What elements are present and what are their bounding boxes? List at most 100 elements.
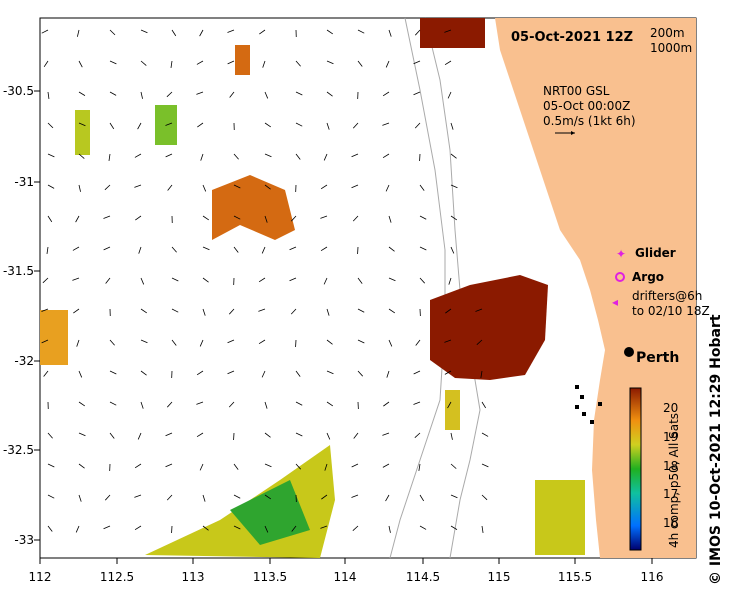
current-vector [200, 153, 204, 161]
current-vector [229, 91, 235, 98]
x-tick: 114.5 [405, 570, 441, 584]
current-vector [78, 184, 81, 192]
city-label: Perth [636, 350, 680, 366]
current-vector [290, 308, 297, 315]
current-vector [165, 153, 173, 158]
current-vector [382, 432, 390, 436]
current-vector [196, 370, 204, 376]
current-vector [414, 29, 421, 36]
x-tick: 112 [28, 570, 52, 584]
current-vector [41, 308, 49, 312]
current-vector [450, 525, 458, 530]
current-vector [47, 184, 55, 189]
current-vector [481, 401, 487, 409]
current-vector [258, 308, 266, 312]
current-vector [388, 215, 392, 223]
current-vector [385, 184, 390, 192]
current-vector [72, 277, 80, 281]
colorbar-tick: 16 [663, 516, 679, 530]
current-vector [134, 525, 142, 531]
current-vector [413, 370, 421, 375]
current-vector [258, 277, 266, 283]
current-vector [47, 91, 50, 99]
current-vector [264, 91, 269, 99]
legend-argo: Argo [632, 270, 665, 284]
current-vector [42, 277, 49, 284]
current-vector [295, 370, 301, 377]
x-tick: 115.5 [557, 570, 593, 584]
current-vector [43, 60, 49, 68]
current-vector [326, 339, 333, 345]
current-vector [108, 153, 111, 161]
current-vector [444, 29, 452, 33]
current-vector [264, 122, 272, 128]
current-vector [47, 432, 53, 439]
current-vector [47, 494, 55, 499]
current-vector [326, 29, 334, 35]
current-vector [351, 184, 359, 189]
current-vector [78, 370, 83, 378]
current-vector [166, 494, 173, 501]
current-vector [320, 215, 328, 219]
current-vector [326, 401, 334, 407]
current-vector [264, 215, 268, 223]
current-vector [475, 308, 483, 312]
current-vector [199, 463, 204, 471]
current-vector [385, 60, 390, 68]
current-vector [202, 215, 210, 221]
current-vector [43, 370, 49, 377]
current-vector [202, 308, 206, 316]
current-vector [166, 91, 173, 98]
current-vector [202, 277, 209, 283]
current-vector [171, 339, 177, 346]
current-vector [202, 246, 210, 251]
current-vector [227, 29, 235, 33]
contour-label-200m: 200m [650, 26, 685, 40]
current-vector [47, 525, 53, 532]
current-vector [167, 184, 173, 191]
current-vector [382, 122, 390, 126]
current-vector [171, 29, 177, 37]
legend-drifters-2: to 02/10 18Z [632, 304, 710, 318]
sst-patch [212, 175, 295, 240]
current-vector [295, 401, 303, 406]
current-vector [357, 370, 363, 377]
sst-patch [430, 275, 548, 380]
sst-patch [420, 18, 485, 48]
current-vector [78, 91, 86, 96]
current-vector [351, 153, 359, 158]
current-vector [166, 401, 173, 408]
current-vector [109, 432, 115, 439]
current-vector [320, 246, 328, 252]
current-vector [352, 215, 359, 222]
current-vector [419, 494, 425, 502]
current-vector [140, 91, 143, 99]
current-vector [418, 463, 421, 471]
current-vector [41, 29, 49, 34]
current-vector [109, 60, 117, 65]
current-vector [46, 246, 49, 254]
current-vector [170, 60, 173, 68]
current-vector [264, 184, 271, 190]
current-vector [227, 370, 235, 375]
current-vector [481, 432, 489, 437]
current-vector [419, 184, 425, 191]
current-vector [47, 215, 53, 223]
current-vector [104, 184, 111, 191]
current-vector [196, 432, 204, 438]
land-mass [495, 18, 696, 558]
current-vector [414, 432, 421, 439]
current-vector [295, 153, 301, 160]
current-vector [415, 339, 421, 346]
current-vector [140, 60, 147, 66]
axis-ticks [34, 90, 653, 564]
current-vector [295, 122, 303, 127]
current-vector [78, 401, 86, 407]
current-vector [264, 463, 272, 468]
current-vector [326, 91, 333, 97]
current-vector [197, 122, 204, 128]
current-vector [228, 308, 235, 315]
colorbar-tick: 18 [663, 459, 679, 473]
current-vector [357, 60, 363, 67]
